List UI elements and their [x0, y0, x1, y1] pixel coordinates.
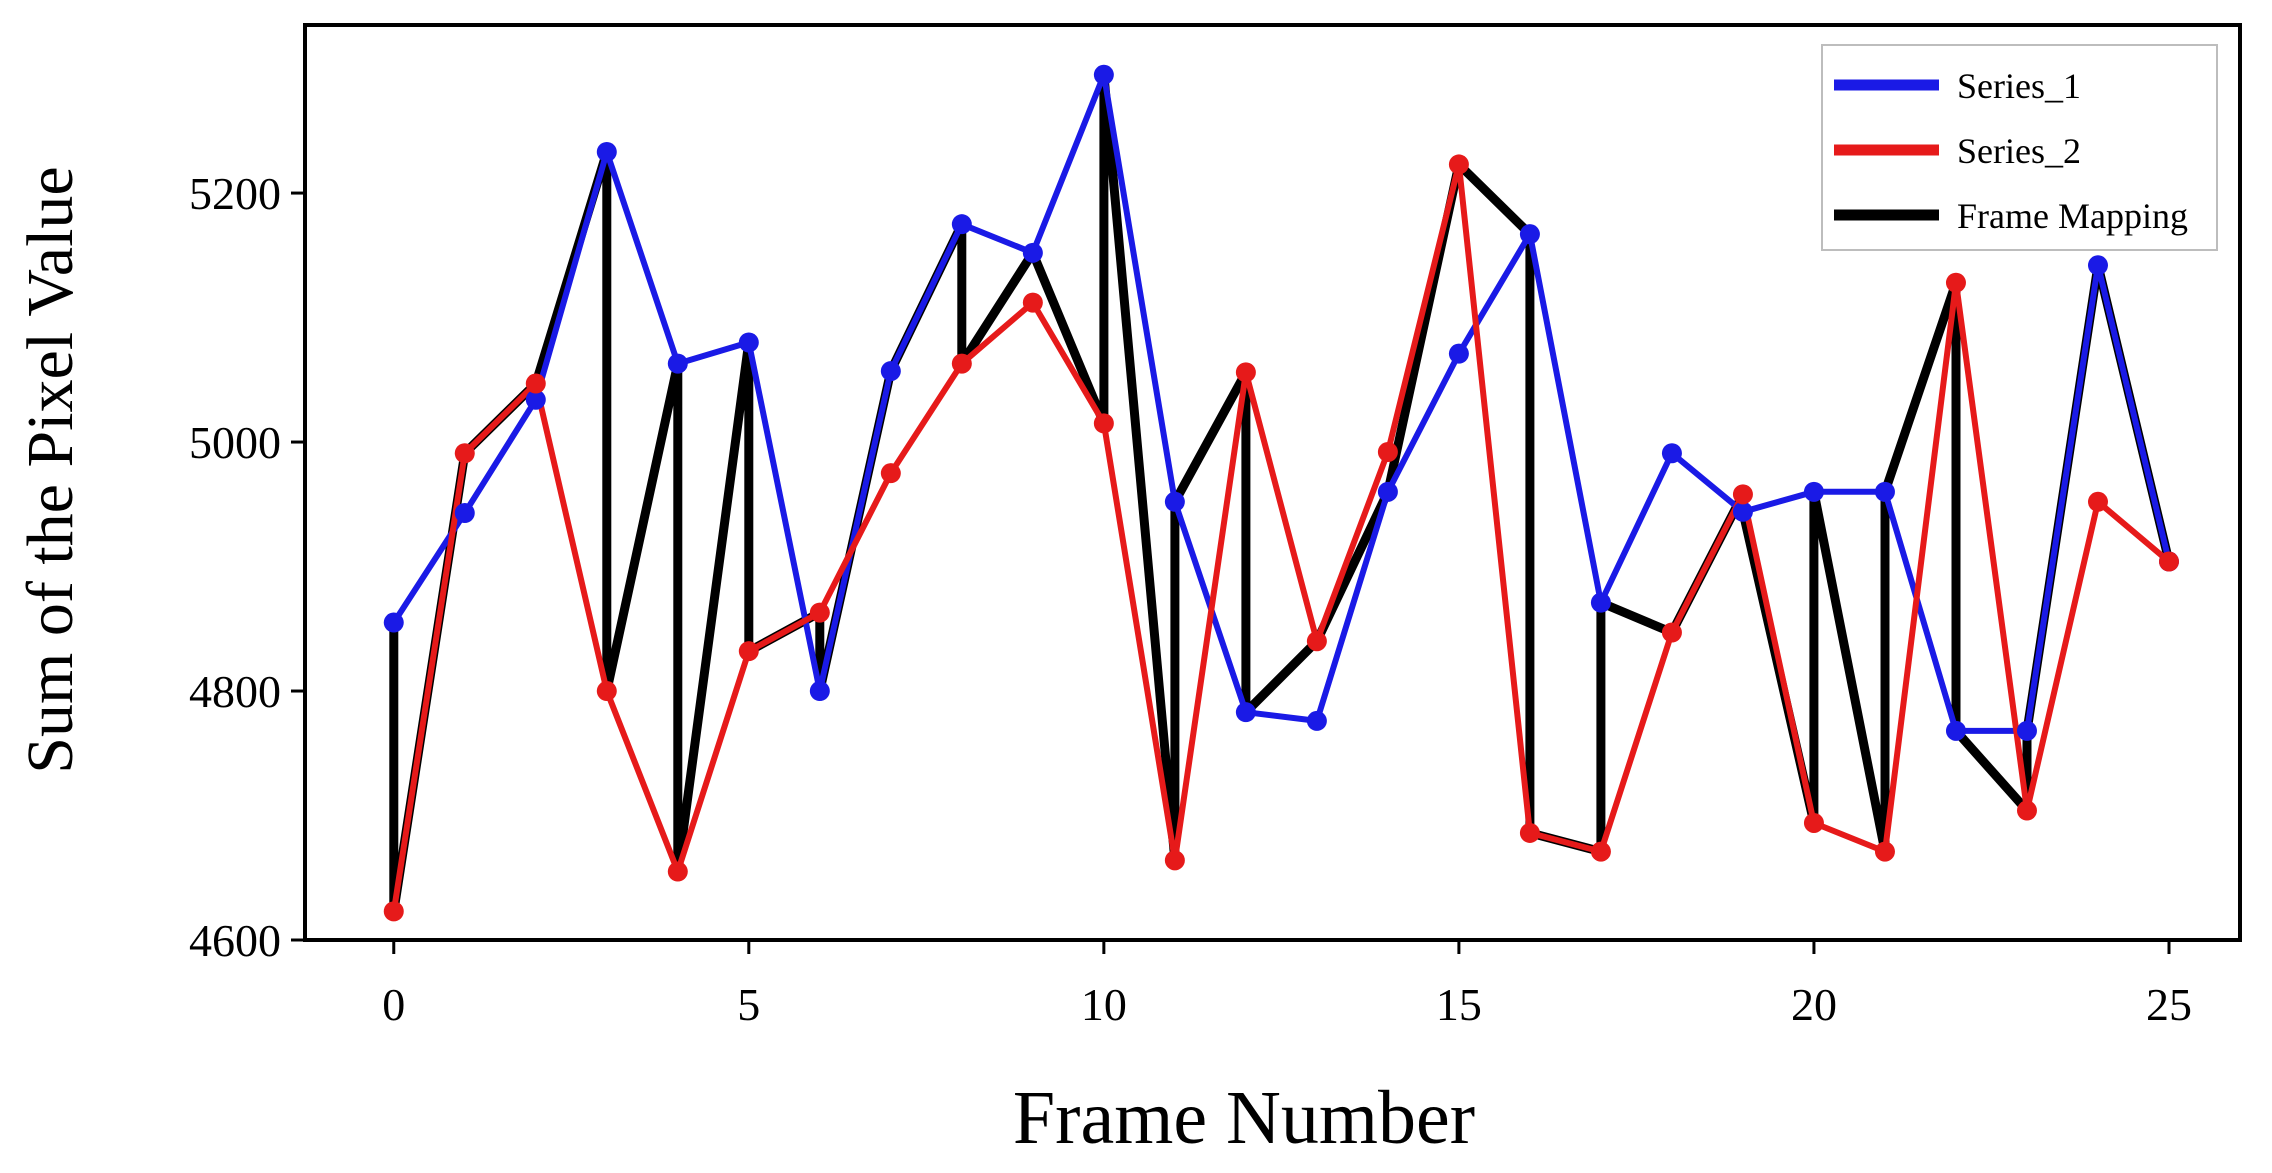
data-point-series-2	[1874, 841, 1895, 862]
data-point-series-1	[951, 214, 972, 235]
data-point-series-1	[1022, 242, 1043, 263]
plot-frame	[303, 23, 2242, 942]
data-point-series-2	[951, 353, 972, 374]
data-point-series-2	[1377, 442, 1398, 462]
data-point-series-1	[1306, 710, 1327, 731]
data-point-series-2	[2087, 491, 2108, 512]
data-point-series-1	[1519, 224, 1540, 245]
legend-label: Series_2	[1957, 131, 2081, 171]
data-point-series-2	[596, 681, 617, 702]
data-point-series-2	[454, 443, 475, 464]
y-axis-label: Sum of the Pixel Value	[14, 166, 87, 773]
data-point-series-2	[1306, 631, 1327, 652]
data-point-series-2	[2158, 551, 2179, 572]
legend-label: Series_1	[1957, 66, 2081, 106]
data-point-series-1	[383, 612, 404, 633]
series-layer	[389, 70, 2174, 916]
y-tick-label: 5000	[189, 417, 281, 468]
data-point-series-1	[1732, 501, 1753, 522]
y-tick-label: 4600	[189, 915, 281, 966]
data-point-series-1	[1590, 592, 1611, 613]
data-point-series-2	[525, 373, 546, 394]
data-point-series-1	[1235, 702, 1256, 723]
data-point-series-2	[1945, 272, 1966, 293]
data-point-series-2	[2016, 800, 2037, 821]
data-point-series-1	[525, 389, 546, 410]
data-point-series-1	[1164, 491, 1185, 512]
x-tick-label: 25	[2146, 979, 2192, 1030]
data-point-series-2	[383, 901, 404, 922]
x-tick-label: 5	[737, 979, 760, 1030]
data-point-series-2	[1519, 822, 1540, 843]
y-axis: 4600 4800 5000 5200	[189, 168, 305, 966]
data-point-series-2	[1732, 484, 1753, 505]
data-point-series-2	[1448, 154, 1469, 175]
data-point-series-1	[1803, 481, 1824, 502]
data-point-series-2	[1590, 841, 1611, 862]
legend-label: Frame Mapping	[1957, 196, 2188, 236]
marker-layer	[383, 64, 2179, 922]
x-tick-label: 10	[1081, 979, 1127, 1030]
data-point-series-1	[1945, 720, 1966, 741]
y-tick-label: 5200	[189, 168, 281, 219]
data-point-series-1	[2087, 255, 2108, 276]
x-tick-label: 20	[1791, 979, 1837, 1030]
data-point-series-1	[880, 361, 901, 382]
series-line-frame-mapping	[389, 70, 2174, 916]
data-point-series-2	[880, 463, 901, 484]
x-tick-label: 15	[1436, 979, 1482, 1030]
data-point-series-1	[454, 503, 475, 523]
data-point-series-2	[1093, 413, 1114, 434]
data-point-series-1	[667, 353, 688, 374]
legend: Series_1 Series_2 Frame Mapping	[1821, 44, 2218, 251]
data-point-series-2	[1661, 622, 1682, 643]
x-axis-label: Frame Number	[1013, 1076, 1475, 1160]
data-point-series-2	[809, 602, 830, 623]
data-point-series-1	[1661, 443, 1682, 464]
data-point-series-2	[1022, 292, 1043, 313]
data-point-series-2	[1235, 362, 1256, 383]
data-point-series-2	[738, 641, 759, 662]
data-point-series-2	[1803, 812, 1824, 833]
x-tick-label: 0	[382, 979, 405, 1030]
data-point-series-1	[596, 141, 617, 162]
series-line-series-2	[390, 161, 2172, 915]
y-tick-label: 4800	[189, 666, 281, 717]
data-point-series-1	[2016, 720, 2037, 741]
data-point-series-1	[738, 332, 759, 353]
data-point-series-2	[667, 861, 688, 882]
data-point-series-2	[1164, 850, 1185, 871]
data-point-series-1	[1874, 481, 1895, 502]
data-point-series-1	[1093, 64, 1114, 85]
x-axis: 0 5 10 15 20 25	[382, 940, 2192, 1030]
data-point-series-1	[809, 681, 830, 702]
data-point-series-1	[1448, 343, 1469, 364]
data-point-series-1	[1377, 481, 1398, 502]
series-line-series-1	[390, 71, 2172, 734]
